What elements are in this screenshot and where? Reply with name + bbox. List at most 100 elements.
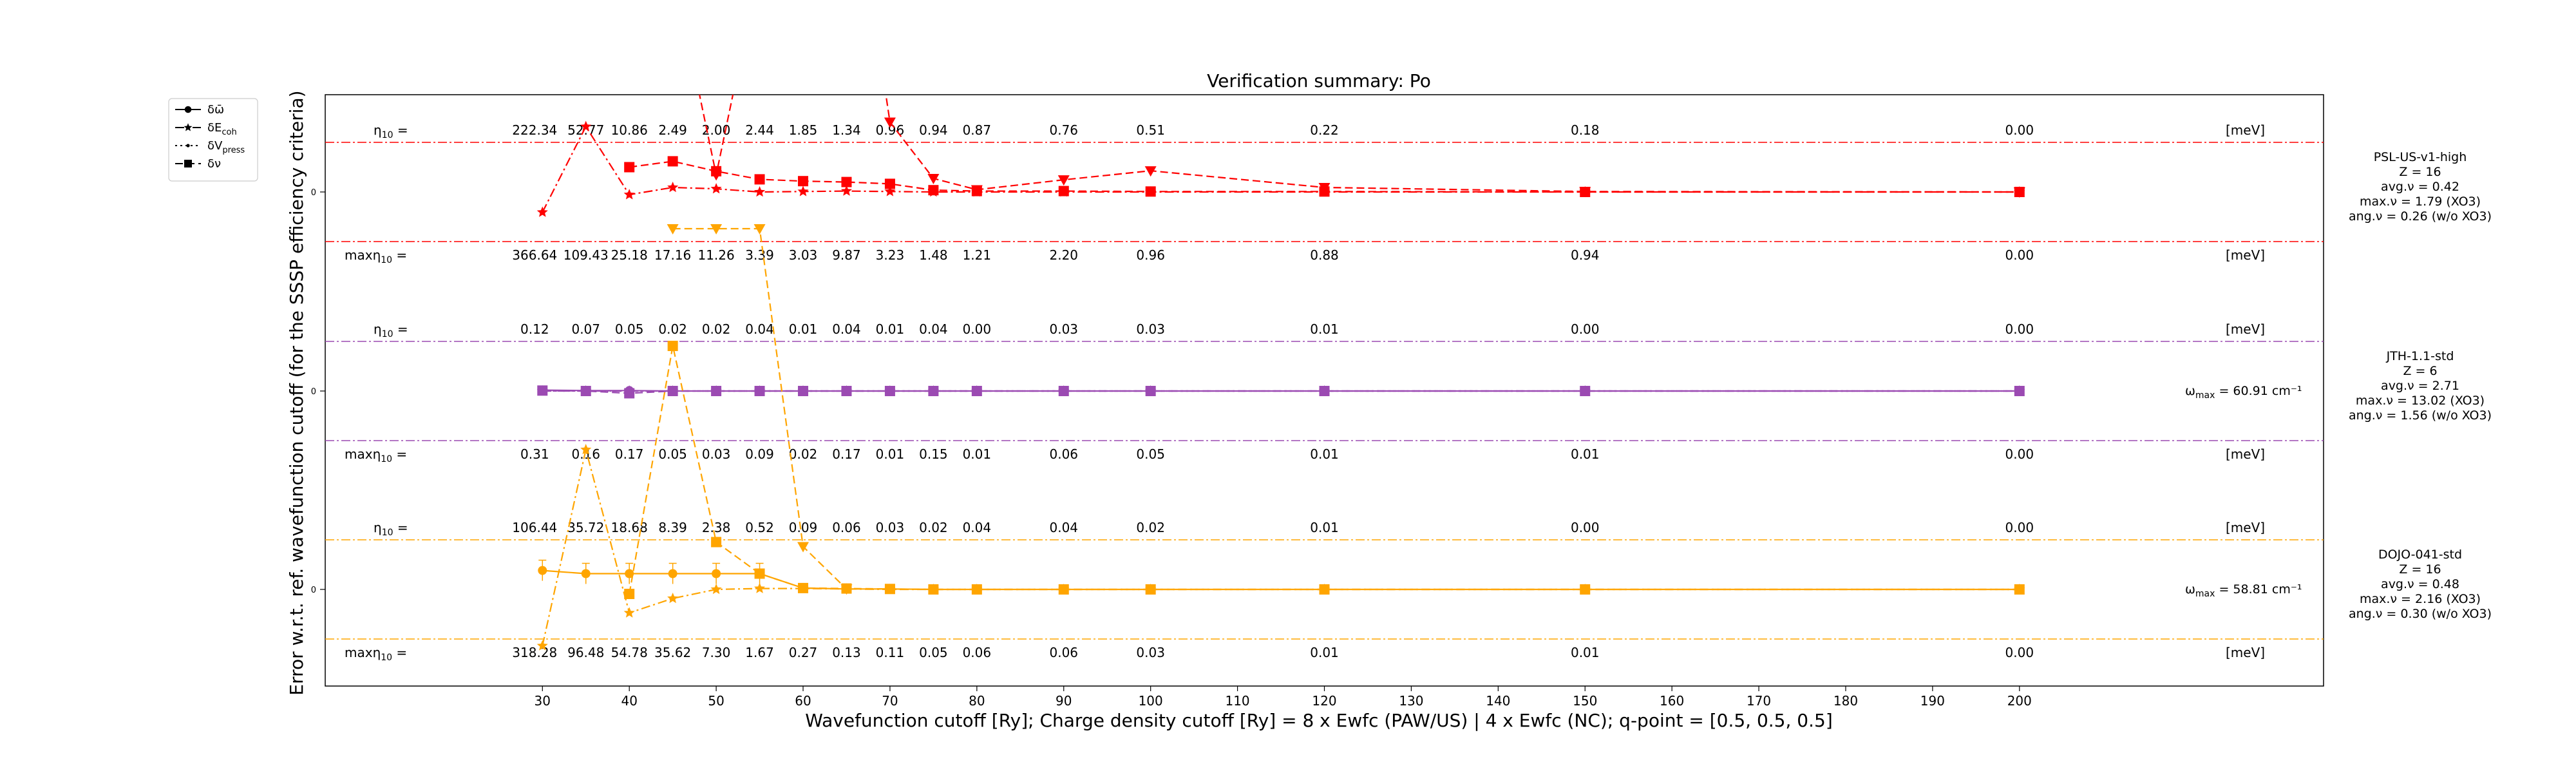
data-point bbox=[1058, 186, 1069, 196]
data-point bbox=[927, 174, 940, 184]
x-tick-label: 160 bbox=[1660, 693, 1684, 709]
data-point bbox=[1145, 584, 1156, 595]
max-eta-value: 0.31 bbox=[520, 446, 549, 462]
data-point bbox=[753, 224, 766, 234]
x-tick-label: 90 bbox=[1056, 693, 1072, 709]
x-tick-label: 110 bbox=[1225, 693, 1249, 709]
eta-value: 0.12 bbox=[520, 321, 549, 337]
x-tick-label: 100 bbox=[1139, 693, 1163, 709]
data-point bbox=[710, 224, 723, 234]
data-point bbox=[711, 386, 722, 396]
pseudo-info-line: Z = 16 bbox=[2399, 562, 2441, 577]
max-eta-value: 7.30 bbox=[702, 645, 731, 660]
max-eta-value: 0.05 bbox=[658, 446, 687, 462]
x-tick-label: 40 bbox=[621, 693, 637, 709]
pseudo-info-line: ang.ν = 0.26 (w/o XO3) bbox=[2349, 209, 2492, 224]
series-line bbox=[542, 125, 2020, 213]
data-point bbox=[624, 162, 635, 173]
max-eta-value: 366.64 bbox=[512, 247, 557, 263]
max-eta-value: 3.03 bbox=[789, 247, 818, 263]
series-line bbox=[542, 390, 2020, 394]
eta-value: 8.39 bbox=[658, 520, 687, 535]
eta-value: 0.00 bbox=[2005, 122, 2034, 138]
max-eta-value: 0.06 bbox=[1049, 446, 1078, 462]
data-point bbox=[797, 542, 810, 553]
max-eta-value: 1.48 bbox=[919, 247, 948, 263]
data-point bbox=[711, 537, 722, 548]
eta-value: 0.51 bbox=[1136, 122, 1165, 138]
max-eta-value: 2.20 bbox=[1049, 247, 1078, 263]
legend-marker bbox=[184, 123, 193, 131]
eta-value: 2.49 bbox=[658, 122, 687, 138]
max-eta-value: 0.01 bbox=[1571, 645, 1600, 660]
data-point bbox=[754, 582, 766, 593]
x-tick-label: 200 bbox=[2007, 693, 2032, 709]
max-eta-value: 0.01 bbox=[876, 446, 905, 462]
data-point bbox=[667, 386, 678, 396]
data-point bbox=[1579, 187, 1591, 198]
data-point bbox=[667, 156, 678, 167]
max-eta-value: 0.17 bbox=[832, 446, 861, 462]
eta-value: 0.52 bbox=[745, 520, 774, 535]
eta-value: 0.04 bbox=[832, 321, 861, 337]
eta-label: η10 = bbox=[374, 122, 408, 140]
eta-value: 0.09 bbox=[789, 520, 818, 535]
unit-label: [meV] bbox=[2226, 446, 2265, 462]
max-eta-value: 54.78 bbox=[611, 645, 648, 660]
data-point bbox=[580, 444, 592, 455]
eta-value: 0.00 bbox=[1571, 321, 1600, 337]
eta-value: 2.38 bbox=[702, 520, 731, 535]
data-point bbox=[667, 182, 679, 193]
data-point bbox=[1057, 175, 1070, 186]
data-point bbox=[798, 176, 809, 187]
pseudo-group-JTH-1.1-std: 0 η10 = maxη10 = 0.12 0.07 0.05 0.02 0.02 0.04 0.… bbox=[311, 321, 2492, 464]
legend-marker bbox=[186, 144, 190, 148]
max-eta-value: 0.06 bbox=[1049, 645, 1078, 660]
data-point bbox=[624, 589, 635, 599]
max-eta-value: 3.23 bbox=[876, 247, 905, 263]
legend-marker bbox=[184, 160, 192, 167]
data-point bbox=[928, 584, 939, 595]
eta-value: 1.85 bbox=[789, 122, 818, 138]
x-tick-label: 120 bbox=[1312, 693, 1336, 709]
max-eta-value: 0.00 bbox=[2005, 446, 2034, 462]
data-point bbox=[2013, 187, 2025, 198]
data-point bbox=[884, 386, 895, 396]
data-point bbox=[1580, 386, 1591, 396]
max-eta-value: 0.01 bbox=[1571, 446, 1600, 462]
eta-value: 2.44 bbox=[745, 122, 774, 138]
max-eta-label: maxη10 = bbox=[345, 645, 407, 663]
max-eta-value: 0.11 bbox=[876, 645, 905, 660]
pseudo-info-line: Z = 16 bbox=[2399, 165, 2441, 179]
pseudo-info-line: Z = 6 bbox=[2403, 364, 2437, 378]
eta-value: 0.04 bbox=[963, 520, 992, 535]
data-point bbox=[710, 170, 723, 181]
unit-label: [meV] bbox=[2226, 321, 2265, 337]
max-eta-value: 0.03 bbox=[702, 446, 731, 462]
eta-value: 106.44 bbox=[512, 520, 557, 535]
data-point bbox=[537, 385, 548, 396]
pseudo-info-line: PSL-US-v1-high bbox=[2374, 150, 2467, 164]
omega-max-label: ωmax = 58.81 cm⁻¹ bbox=[2185, 582, 2302, 599]
data-point bbox=[624, 388, 635, 399]
x-tick-label: 80 bbox=[969, 693, 985, 709]
max-eta-value: 96.48 bbox=[567, 645, 604, 660]
pseudo-info-line: max.ν = 2.16 (XO3) bbox=[2360, 592, 2481, 606]
series-group bbox=[536, 385, 2025, 399]
unit-label: [meV] bbox=[2226, 122, 2265, 138]
max-eta-value: 0.96 bbox=[1136, 247, 1165, 263]
data-point bbox=[884, 186, 896, 196]
eta-value: 0.94 bbox=[919, 122, 948, 138]
data-point bbox=[667, 224, 679, 234]
max-eta-value: 0.00 bbox=[2005, 645, 2034, 660]
max-eta-value: 0.00 bbox=[2005, 247, 2034, 263]
data-point bbox=[1058, 386, 1069, 396]
eta-value: 0.06 bbox=[832, 520, 861, 535]
data-point bbox=[841, 386, 852, 396]
y-axis-label: Error w.r.t. ref. wavefunction cutoff (f… bbox=[286, 90, 307, 695]
max-eta-value: 0.13 bbox=[832, 645, 861, 660]
pseudo-info-line: ang.ν = 1.56 (w/o XO3) bbox=[2349, 408, 2492, 423]
eta-value: 0.87 bbox=[963, 122, 992, 138]
max-eta-label: maxη10 = bbox=[345, 247, 407, 265]
